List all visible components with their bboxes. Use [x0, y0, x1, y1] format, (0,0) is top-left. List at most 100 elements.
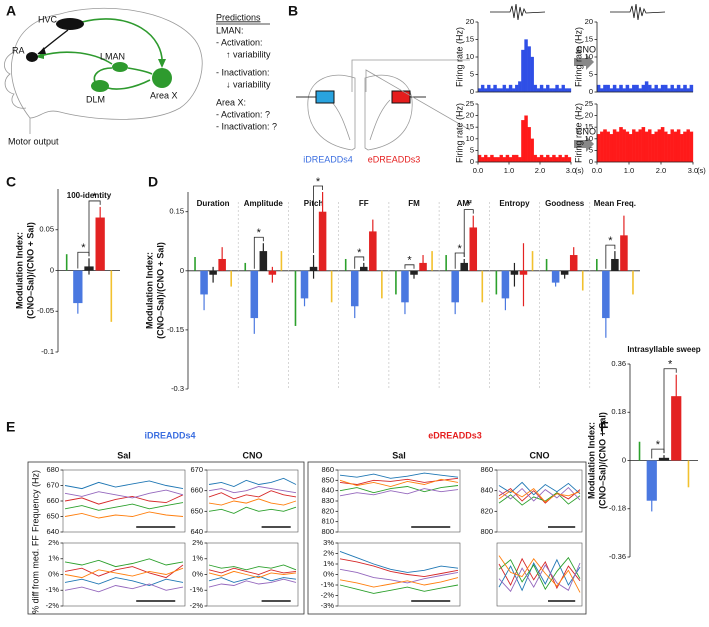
- node-label: HVC: [38, 14, 58, 24]
- y-tick-label: -2%: [321, 590, 335, 599]
- chart-title: 100-identity: [67, 191, 112, 200]
- histogram-bar: [673, 131, 678, 163]
- y-tick-label: 10: [585, 52, 593, 61]
- x-axis-label: (s): [575, 166, 584, 175]
- y-tick-label: 820: [480, 506, 493, 515]
- y-tick-label: 0.15: [169, 207, 184, 216]
- histogram-bar: [542, 157, 547, 163]
- y-tick-label: 0: [589, 87, 593, 96]
- significance-bracket: [354, 256, 365, 269]
- group-label: iDREADDs4: [144, 430, 195, 440]
- bar: [451, 270, 459, 303]
- bar: [381, 270, 383, 299]
- bar: [280, 251, 283, 271]
- y-tick-label: 5: [589, 145, 593, 154]
- brain-outline: [11, 13, 61, 119]
- y-tick-label: 670: [190, 465, 203, 474]
- prediction-text: ↓ variability: [226, 79, 271, 89]
- connection-arrow: [127, 67, 153, 75]
- histogram-bar: [558, 88, 562, 93]
- histogram-bar: [484, 88, 488, 93]
- y-tick-label: 20: [585, 111, 593, 120]
- ra-node: [26, 52, 38, 62]
- y-tick-label: 2%: [323, 548, 334, 557]
- y-tick-label: -0.15: [167, 325, 184, 334]
- histogram-bar: [651, 88, 655, 93]
- y-tick-label: 0: [50, 265, 54, 274]
- histogram-bar: [552, 154, 556, 163]
- trace: [64, 583, 184, 593]
- song-waveform: [490, 3, 546, 21]
- histogram-bar: [567, 157, 572, 163]
- bar: [687, 460, 690, 488]
- y-tick-label: 830: [321, 496, 334, 505]
- y-tick-label: 1%: [192, 554, 203, 563]
- node-label: RA: [12, 45, 25, 55]
- brain-outline: [29, 7, 203, 120]
- y-tick-label: 660: [46, 496, 59, 505]
- histogram-bar: [490, 154, 494, 163]
- node-label: LMAN: [100, 51, 125, 61]
- significance-bracket: [404, 264, 415, 269]
- y-tick-label: -0.18: [609, 504, 626, 513]
- histogram-bar: [555, 84, 559, 93]
- y-tick-label: 800: [321, 527, 334, 536]
- y-tick-label: 680: [46, 465, 59, 474]
- y-tick-label: -1%: [190, 585, 204, 594]
- y-tick-label: -0.3: [171, 384, 184, 393]
- output-label: Motor output: [8, 136, 59, 146]
- y-tick-label: 10: [466, 134, 474, 143]
- bar: [596, 258, 598, 271]
- x-tick-label: 0.0: [592, 166, 602, 175]
- panel-label: B: [288, 3, 298, 19]
- histogram-bar: [530, 138, 534, 163]
- trace: [64, 577, 184, 586]
- y-tick-label: 1%: [323, 559, 334, 568]
- arrow: [574, 54, 594, 70]
- significance-star: *: [316, 176, 321, 188]
- y-axis-label: % diff from med. FF: [30, 535, 40, 614]
- y-axis-label: Firing rate (Hz): [454, 103, 464, 163]
- treatment-label: CNO: [576, 126, 596, 136]
- recording-lead: [365, 69, 471, 131]
- histogram-bar: [680, 88, 684, 93]
- trace: [64, 564, 184, 579]
- y-axis-label: Modulation Index:: [586, 422, 596, 499]
- histogram-bar: [552, 88, 556, 93]
- y-tick-label: 0.18: [611, 407, 626, 416]
- histogram-bar: [564, 88, 569, 93]
- plot-frame: [206, 469, 299, 533]
- y-tick-label: 15: [466, 122, 474, 131]
- y-tick-label: 3%: [323, 538, 334, 547]
- y-axis-label: Modulation Index:: [14, 232, 24, 309]
- prediction-text: Area X:: [216, 97, 246, 107]
- y-axis-label: Frequency (Hz): [30, 470, 40, 532]
- group-frame: [307, 461, 587, 615]
- x-tick-label: 2.0: [535, 166, 545, 175]
- histogram-bar: [484, 154, 488, 163]
- histogram-bar: [689, 131, 694, 163]
- trace: [208, 570, 297, 579]
- histogram-bar: [505, 88, 510, 93]
- x-tick-label: 3.0: [566, 166, 576, 175]
- panel-label: C: [6, 174, 16, 190]
- area-x-node: [152, 68, 172, 88]
- histogram-bar: [508, 157, 513, 163]
- category-label: Amplitude: [244, 199, 284, 208]
- prediction-text: LMAN:: [216, 25, 244, 35]
- y-tick-label: 0: [470, 157, 474, 166]
- song-waveform: [610, 3, 666, 21]
- bar: [495, 270, 498, 295]
- y-tick-label: 5: [470, 145, 474, 154]
- y-tick-label: 650: [46, 511, 59, 520]
- histogram-bar: [625, 84, 630, 93]
- y-tick-label: -2%: [190, 601, 204, 610]
- histogram-bar: [596, 84, 601, 93]
- x-tick-label: 2.0: [656, 166, 666, 175]
- histogram-bar: [524, 115, 528, 163]
- histogram-bar: [502, 157, 507, 163]
- histogram-bar: [496, 157, 500, 163]
- bar: [350, 270, 359, 307]
- trace: [498, 481, 581, 496]
- bar: [431, 251, 433, 271]
